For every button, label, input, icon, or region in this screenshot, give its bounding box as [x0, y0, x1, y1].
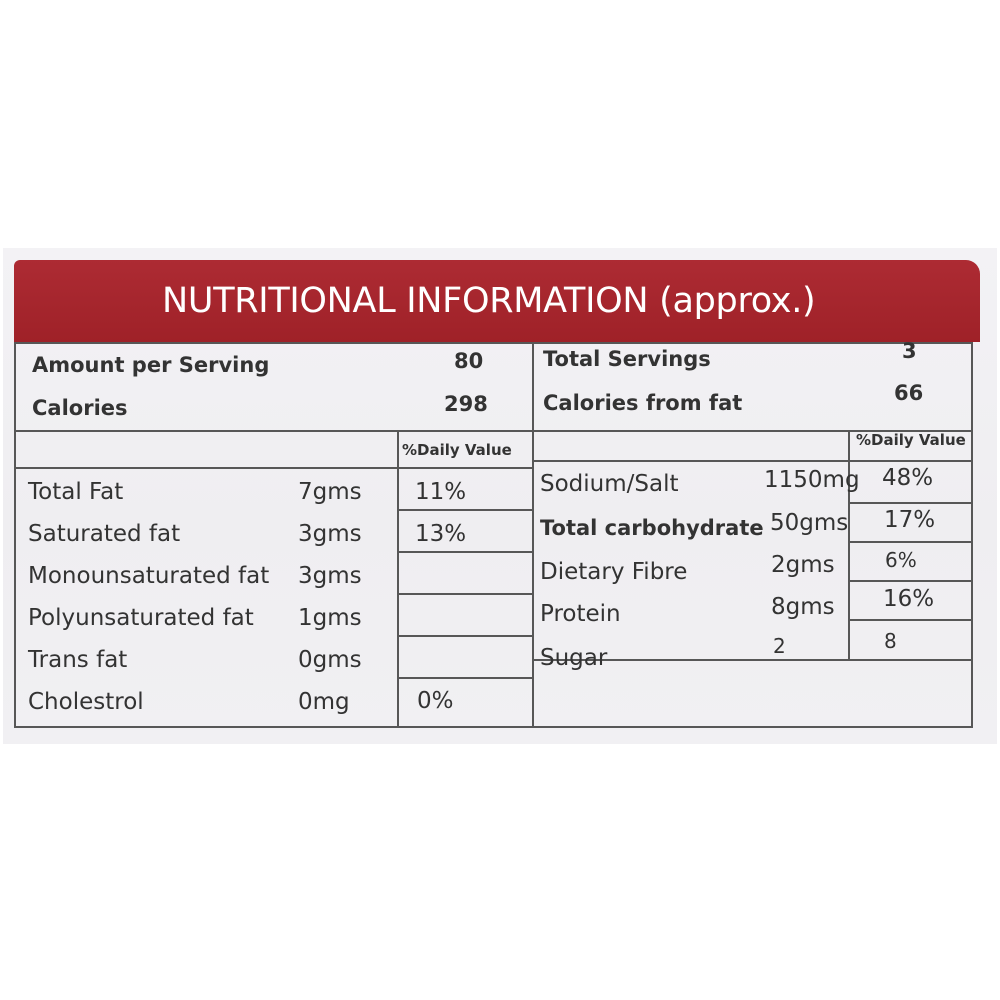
nutrient-name-protein: Protein — [540, 601, 621, 627]
total-servings-label: Total Servings — [543, 347, 711, 371]
nutrient-name-total-carbohydrate: Total carbohydrate — [540, 516, 764, 540]
nutrient-amount-dietary-fibre: 2gms — [771, 552, 835, 578]
nutrient-name-total-fat: Total Fat — [28, 479, 124, 505]
nutrient-amount-cholestrol: 0mg — [298, 689, 350, 715]
nutrient-dv-cholestrol: 0% — [417, 688, 454, 714]
left-header-rule — [14, 467, 534, 469]
table-border-top — [14, 342, 973, 344]
summary-rule — [14, 430, 973, 432]
right-daily-value-header: %Daily Value — [856, 431, 966, 449]
right-rule-5 — [532, 659, 973, 661]
nutrient-name-sugar: Sugar — [540, 645, 608, 671]
nutrient-amount-saturated-fat: 3gms — [298, 521, 362, 547]
nutrient-name-trans-fat: Trans fat — [28, 647, 128, 673]
nutrient-name-saturated-fat: Saturated fat — [28, 521, 181, 547]
nutrition-title: NUTRITIONAL INFORMATION (approx.) — [14, 260, 980, 342]
calories-label: Calories — [32, 396, 128, 420]
calories-from-fat-label: Calories from fat — [543, 391, 743, 415]
nutrient-amount-total-fat: 7gms — [298, 479, 362, 505]
nutrient-dv-sugar: 8 — [884, 629, 897, 653]
right-rule-3 — [848, 580, 973, 582]
right-rule-1 — [848, 502, 973, 504]
calories-value: 298 — [444, 392, 488, 416]
nutrient-dv-protein: 16% — [883, 586, 935, 612]
nutrient-dv-saturated-fat: 13% — [415, 521, 467, 547]
left-rule-2 — [397, 551, 534, 553]
nutrient-dv-sodium: 48% — [882, 465, 934, 491]
left-dv-divider — [397, 430, 399, 728]
right-dv-divider — [848, 430, 850, 660]
center-divider — [532, 342, 534, 728]
nutrient-name-cholestrol: Cholestrol — [28, 689, 144, 715]
nutrient-amount-polyunsaturated-fat: 1gms — [298, 605, 362, 631]
nutrient-dv-total-carbohydrate: 17% — [884, 507, 936, 533]
total-servings-value: 3 — [902, 339, 917, 363]
table-border-left — [14, 342, 16, 728]
right-header-rule — [532, 460, 973, 462]
right-rule-2 — [848, 541, 973, 543]
nutrient-name-monounsaturated-fat: Monounsaturated fat — [28, 563, 270, 589]
left-rule-3 — [397, 593, 534, 595]
nutrient-amount-monounsaturated-fat: 3gms — [298, 563, 362, 589]
amount-per-serving-value: 80 — [454, 349, 484, 373]
nutrition-label: NUTRITIONAL INFORMATION (approx.) Amount… — [14, 260, 980, 728]
nutrient-dv-total-fat: 11% — [415, 479, 467, 505]
left-daily-value-header: %Daily Value — [402, 441, 512, 459]
nutrient-amount-protein: 8gms — [771, 594, 835, 620]
left-rule-1 — [397, 509, 534, 511]
nutrition-table: Amount per Serving 80 Calories 298 Total… — [14, 339, 980, 728]
nutrient-name-dietary-fibre: Dietary Fibre — [540, 559, 688, 585]
left-rule-5 — [397, 677, 534, 679]
left-rule-4 — [397, 635, 534, 637]
nutrient-amount-trans-fat: 0gms — [298, 647, 362, 673]
calories-from-fat-value: 66 — [894, 381, 924, 405]
nutrient-name-sodium: Sodium/Salt — [540, 471, 679, 497]
nutrient-amount-sodium: 1150mg — [764, 467, 860, 493]
right-rule-4 — [848, 619, 973, 621]
amount-per-serving-label: Amount per Serving — [32, 353, 270, 377]
nutrient-dv-dietary-fibre: 6% — [885, 548, 917, 572]
table-border-right — [971, 342, 973, 728]
nutrient-amount-sugar: 2 — [773, 634, 786, 658]
nutrient-name-polyunsaturated-fat: Polyunsaturated fat — [28, 605, 254, 631]
table-border-bottom — [14, 726, 973, 728]
nutrient-amount-total-carbohydrate: 50gms — [770, 510, 849, 536]
